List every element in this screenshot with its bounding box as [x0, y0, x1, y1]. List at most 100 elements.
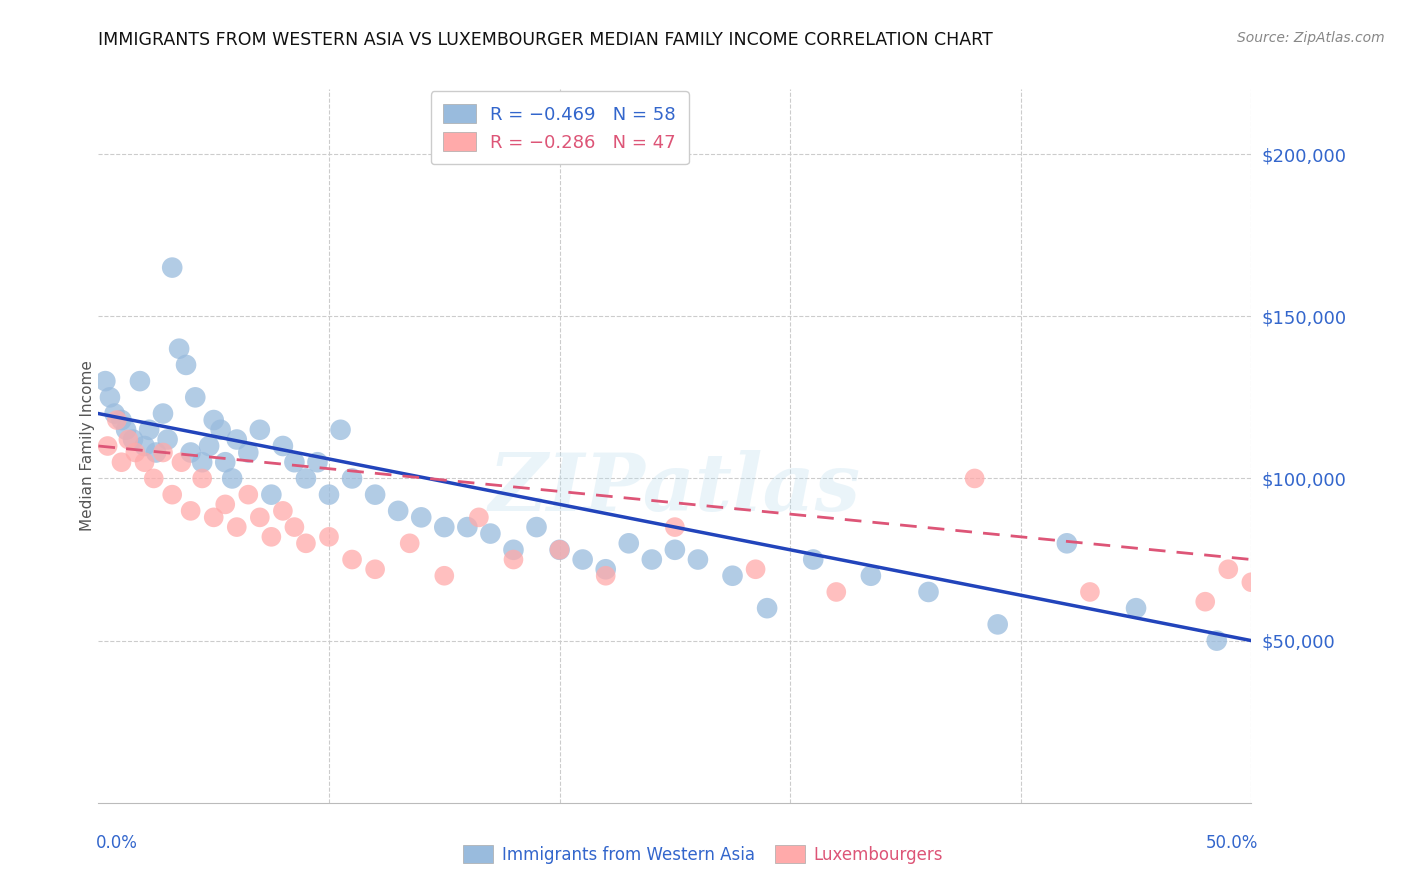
Point — [191, 471, 214, 485]
Point — [595, 562, 617, 576]
Legend: Immigrants from Western Asia, Luxembourgers: Immigrants from Western Asia, Luxembourg… — [457, 838, 949, 871]
Point — [664, 542, 686, 557]
Point — [433, 568, 456, 582]
Point — [152, 445, 174, 459]
Point — [917, 585, 939, 599]
Point — [214, 497, 236, 511]
Point — [721, 568, 744, 582]
Point — [249, 423, 271, 437]
Point — [98, 390, 121, 404]
Point — [209, 423, 232, 437]
Point — [364, 488, 387, 502]
Point — [238, 488, 260, 502]
Point — [134, 439, 156, 453]
Y-axis label: Median Family Income: Median Family Income — [80, 360, 94, 532]
Point — [124, 445, 146, 459]
Point — [180, 504, 202, 518]
Point — [641, 552, 664, 566]
Point — [180, 445, 202, 459]
Point — [214, 455, 236, 469]
Point — [617, 536, 640, 550]
Point — [271, 504, 294, 518]
Point — [859, 568, 882, 582]
Point — [184, 390, 207, 404]
Point — [340, 471, 363, 485]
Point — [105, 413, 128, 427]
Point — [145, 445, 167, 459]
Point — [115, 423, 138, 437]
Point — [456, 520, 478, 534]
Point — [225, 520, 247, 534]
Point — [221, 471, 243, 485]
Point — [174, 358, 197, 372]
Point — [340, 552, 363, 566]
Point — [318, 488, 340, 502]
Point — [329, 423, 352, 437]
Point — [479, 526, 502, 541]
Point — [202, 413, 225, 427]
Point — [1240, 575, 1263, 590]
Point — [283, 520, 305, 534]
Point — [364, 562, 387, 576]
Point — [686, 552, 709, 566]
Point — [167, 342, 190, 356]
Text: IMMIGRANTS FROM WESTERN ASIA VS LUXEMBOURGER MEDIAN FAMILY INCOME CORRELATION CH: IMMIGRANTS FROM WESTERN ASIA VS LUXEMBOU… — [98, 31, 993, 49]
Point — [526, 520, 548, 534]
Point — [142, 471, 165, 485]
Point — [225, 433, 247, 447]
Point — [987, 617, 1010, 632]
Text: 0.0%: 0.0% — [96, 834, 138, 852]
Point — [1218, 562, 1240, 576]
Point — [502, 542, 524, 557]
Point — [103, 407, 125, 421]
Point — [433, 520, 456, 534]
Point — [97, 439, 120, 453]
Point — [94, 374, 117, 388]
Point — [1125, 601, 1147, 615]
Point — [156, 433, 179, 447]
Point — [191, 455, 214, 469]
Point — [502, 552, 524, 566]
Text: 50.0%: 50.0% — [1206, 834, 1258, 852]
Point — [271, 439, 294, 453]
Point — [571, 552, 593, 566]
Point — [1205, 633, 1227, 648]
Point — [160, 260, 183, 275]
Point — [468, 510, 491, 524]
Point — [295, 536, 318, 550]
Point — [110, 413, 132, 427]
Point — [134, 455, 156, 469]
Point — [160, 488, 183, 502]
Point — [295, 471, 318, 485]
Point — [548, 542, 571, 557]
Point — [963, 471, 986, 485]
Point — [198, 439, 221, 453]
Point — [411, 510, 433, 524]
Point — [548, 542, 571, 557]
Point — [398, 536, 420, 550]
Point — [1056, 536, 1078, 550]
Point — [1078, 585, 1101, 599]
Point — [202, 510, 225, 524]
Point — [825, 585, 848, 599]
Point — [122, 433, 145, 447]
Point — [801, 552, 824, 566]
Legend: R = −0.469   N = 58, R = −0.286   N = 47: R = −0.469 N = 58, R = −0.286 N = 47 — [430, 91, 689, 164]
Point — [318, 530, 340, 544]
Point — [307, 455, 329, 469]
Point — [152, 407, 174, 421]
Point — [260, 530, 283, 544]
Point — [170, 455, 193, 469]
Point — [595, 568, 617, 582]
Point — [117, 433, 139, 447]
Point — [744, 562, 766, 576]
Point — [664, 520, 686, 534]
Text: Source: ZipAtlas.com: Source: ZipAtlas.com — [1237, 31, 1385, 45]
Text: ZIPatlas: ZIPatlas — [489, 450, 860, 527]
Point — [1194, 595, 1216, 609]
Point — [129, 374, 152, 388]
Point — [756, 601, 779, 615]
Point — [283, 455, 305, 469]
Point — [110, 455, 132, 469]
Point — [238, 445, 260, 459]
